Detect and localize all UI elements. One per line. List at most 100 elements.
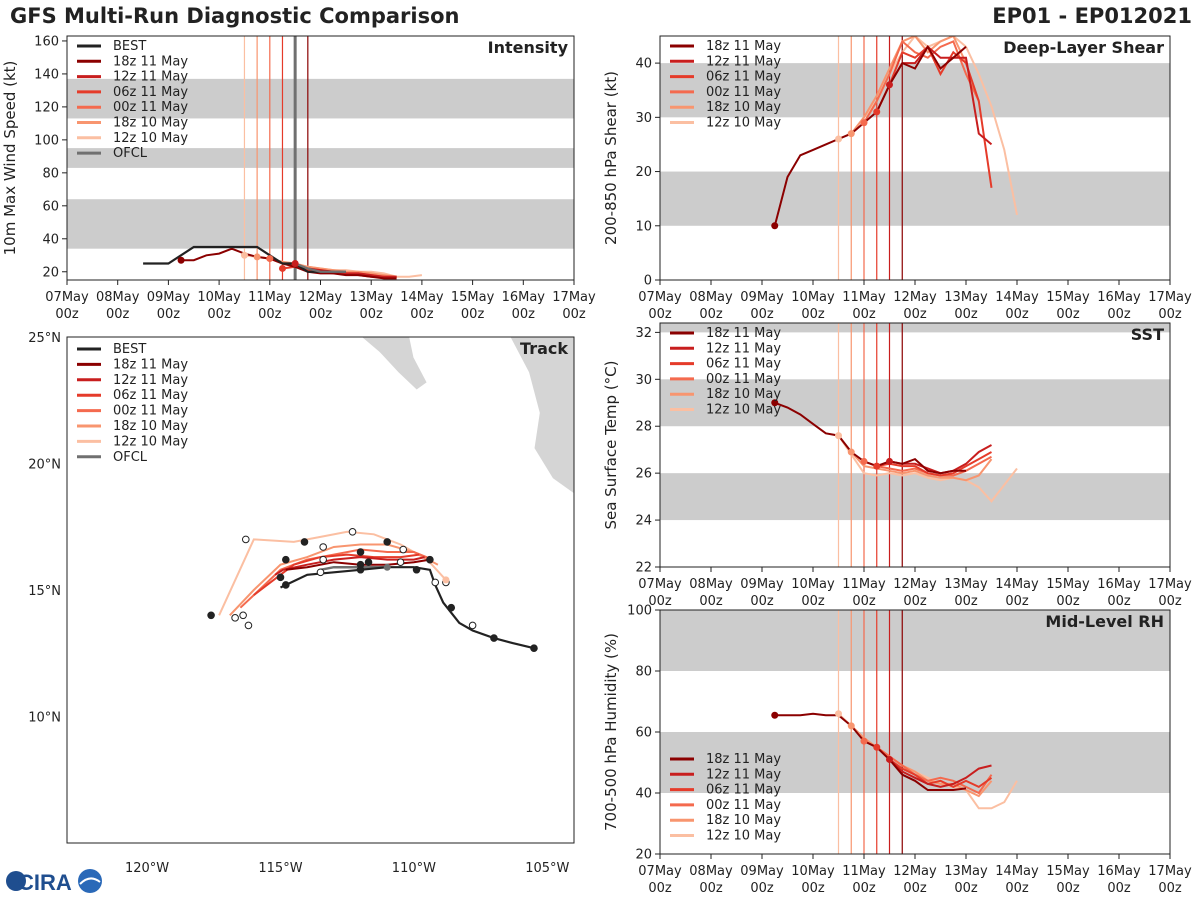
x-tick-label: 17May xyxy=(1148,864,1192,879)
x-tick-label: 16May xyxy=(1097,290,1141,305)
init-point xyxy=(873,108,881,116)
track-point-00z xyxy=(447,603,456,612)
init-point xyxy=(835,432,842,440)
x-tick-label: 00z xyxy=(1158,307,1182,322)
ofcl-point xyxy=(383,563,391,571)
track-point-00z xyxy=(530,644,538,652)
init-point xyxy=(847,130,855,138)
x-tick-label: 10May xyxy=(791,864,835,879)
x-tick-label: 17May xyxy=(1148,577,1192,592)
axes-frame xyxy=(66,336,575,844)
y-tick-label: 60 xyxy=(635,726,652,741)
logo-swirl xyxy=(79,877,101,885)
series-line-00z-11-May xyxy=(863,740,993,795)
y-tick-label: 30 xyxy=(635,373,652,388)
x-tick-label: 00z xyxy=(648,881,672,896)
x-tick-label: 00z xyxy=(801,307,825,322)
x-tick-label: 00z xyxy=(903,594,927,609)
y-tick-label: 30 xyxy=(635,111,652,126)
plot-area xyxy=(660,36,1170,280)
y-axis-label: Sea Surface Temp (°C) xyxy=(602,360,620,529)
legend-label: 00z 11 May xyxy=(113,404,188,419)
x-tick-label: 00z xyxy=(648,594,672,609)
legend-label: 12z 10 May xyxy=(706,403,781,418)
track-point-00z xyxy=(490,634,498,642)
x-tick-label: 00z xyxy=(512,307,536,322)
series-line-18z-11-May xyxy=(774,712,967,791)
legend-label: 12z 11 May xyxy=(113,70,188,85)
logo-emblem-left xyxy=(6,871,26,891)
y-tick-label: 40 xyxy=(635,787,652,802)
threshold-band xyxy=(660,732,1170,793)
series-line-06z-11-May xyxy=(875,45,993,188)
init-point xyxy=(771,711,779,719)
y-tick-label: 160 xyxy=(34,34,59,49)
x-tick-label: 00z xyxy=(207,307,231,322)
x-tick-label: 00z xyxy=(1107,594,1131,609)
y-tick-label: 15°N xyxy=(28,584,61,599)
x-tick-label: 11May xyxy=(248,290,292,305)
logo-emblem-right xyxy=(78,869,102,893)
x-tick-label: 00z xyxy=(699,594,723,609)
y-tick-label: 40 xyxy=(42,232,59,247)
threshold-band xyxy=(67,148,574,168)
x-tick-label: 14May xyxy=(995,577,1039,592)
x-tick-label: 120°W xyxy=(125,861,169,876)
threshold-band xyxy=(67,199,574,249)
y-tick-label: 20 xyxy=(635,848,652,863)
x-tick-label: 08May xyxy=(96,290,140,305)
series-line-18z-10-May xyxy=(850,36,967,135)
series-line-12z-11-May xyxy=(888,758,992,788)
x-tick-label: 17May xyxy=(1148,290,1192,305)
y-tick-label: 100 xyxy=(34,133,59,148)
track-line-00z-11-May xyxy=(239,548,433,609)
x-tick-label: 09May xyxy=(740,290,784,305)
x-tick-label: 00z xyxy=(852,881,876,896)
x-tick-label: 15May xyxy=(1046,577,1090,592)
run-end-point xyxy=(442,576,450,584)
y-tick-label: 120 xyxy=(34,100,59,115)
y-tick-label: 26 xyxy=(635,467,652,482)
x-tick-label: 00z xyxy=(1056,881,1080,896)
panel-title: SST xyxy=(1131,325,1164,344)
x-tick-label: 110°W xyxy=(392,861,436,876)
x-tick-label: 00z xyxy=(1005,881,1029,896)
track-point-00z xyxy=(300,538,309,546)
x-tick-label: 00z xyxy=(1158,881,1182,896)
legend-label: 18z 11 May xyxy=(706,39,781,54)
series-line-06z-11-May xyxy=(876,451,992,477)
x-tick-label: 08May xyxy=(689,864,733,879)
track-point-12z xyxy=(319,555,327,564)
x-tick-label: 17May xyxy=(552,290,596,305)
y-tick-label: 10 xyxy=(635,219,652,234)
legend-label: OFCL xyxy=(113,450,148,465)
x-tick-label: 00z xyxy=(954,307,978,322)
x-tick-label: 00z xyxy=(410,307,434,322)
x-tick-label: 00z xyxy=(954,881,978,896)
storm-id: EP01 - EP012021 xyxy=(992,4,1192,28)
series-line-12z-11-May xyxy=(888,45,993,146)
x-tick-label: 07May xyxy=(45,290,89,305)
y-tick-label: 80 xyxy=(635,665,652,680)
init-point xyxy=(771,399,779,407)
legend-label: 06z 11 May xyxy=(706,70,781,85)
y-tick-label: 22 xyxy=(635,561,652,576)
track-point-12z xyxy=(239,611,247,620)
x-tick-label: 12May xyxy=(893,864,937,879)
land-mainland xyxy=(509,337,574,495)
x-tick-label: 00z xyxy=(699,307,723,322)
x-tick-label: 00z xyxy=(1005,594,1029,609)
cira-logo: CIRA xyxy=(6,869,102,895)
x-tick-label: 00z xyxy=(750,881,774,896)
x-tick-label: 00z xyxy=(258,307,282,322)
legend-label: 18z 11 May xyxy=(706,326,781,341)
legend-label: BEST xyxy=(113,342,146,357)
x-tick-label: 15May xyxy=(1046,290,1090,305)
x-tick-label: 13May xyxy=(349,290,393,305)
x-tick-label: 00z xyxy=(1056,594,1080,609)
x-tick-label: 08May xyxy=(689,577,733,592)
legend-label: 12z 11 May xyxy=(706,341,781,356)
y-tick-label: 32 xyxy=(635,326,652,341)
track-point-00z xyxy=(276,573,285,582)
init-point xyxy=(886,81,893,89)
